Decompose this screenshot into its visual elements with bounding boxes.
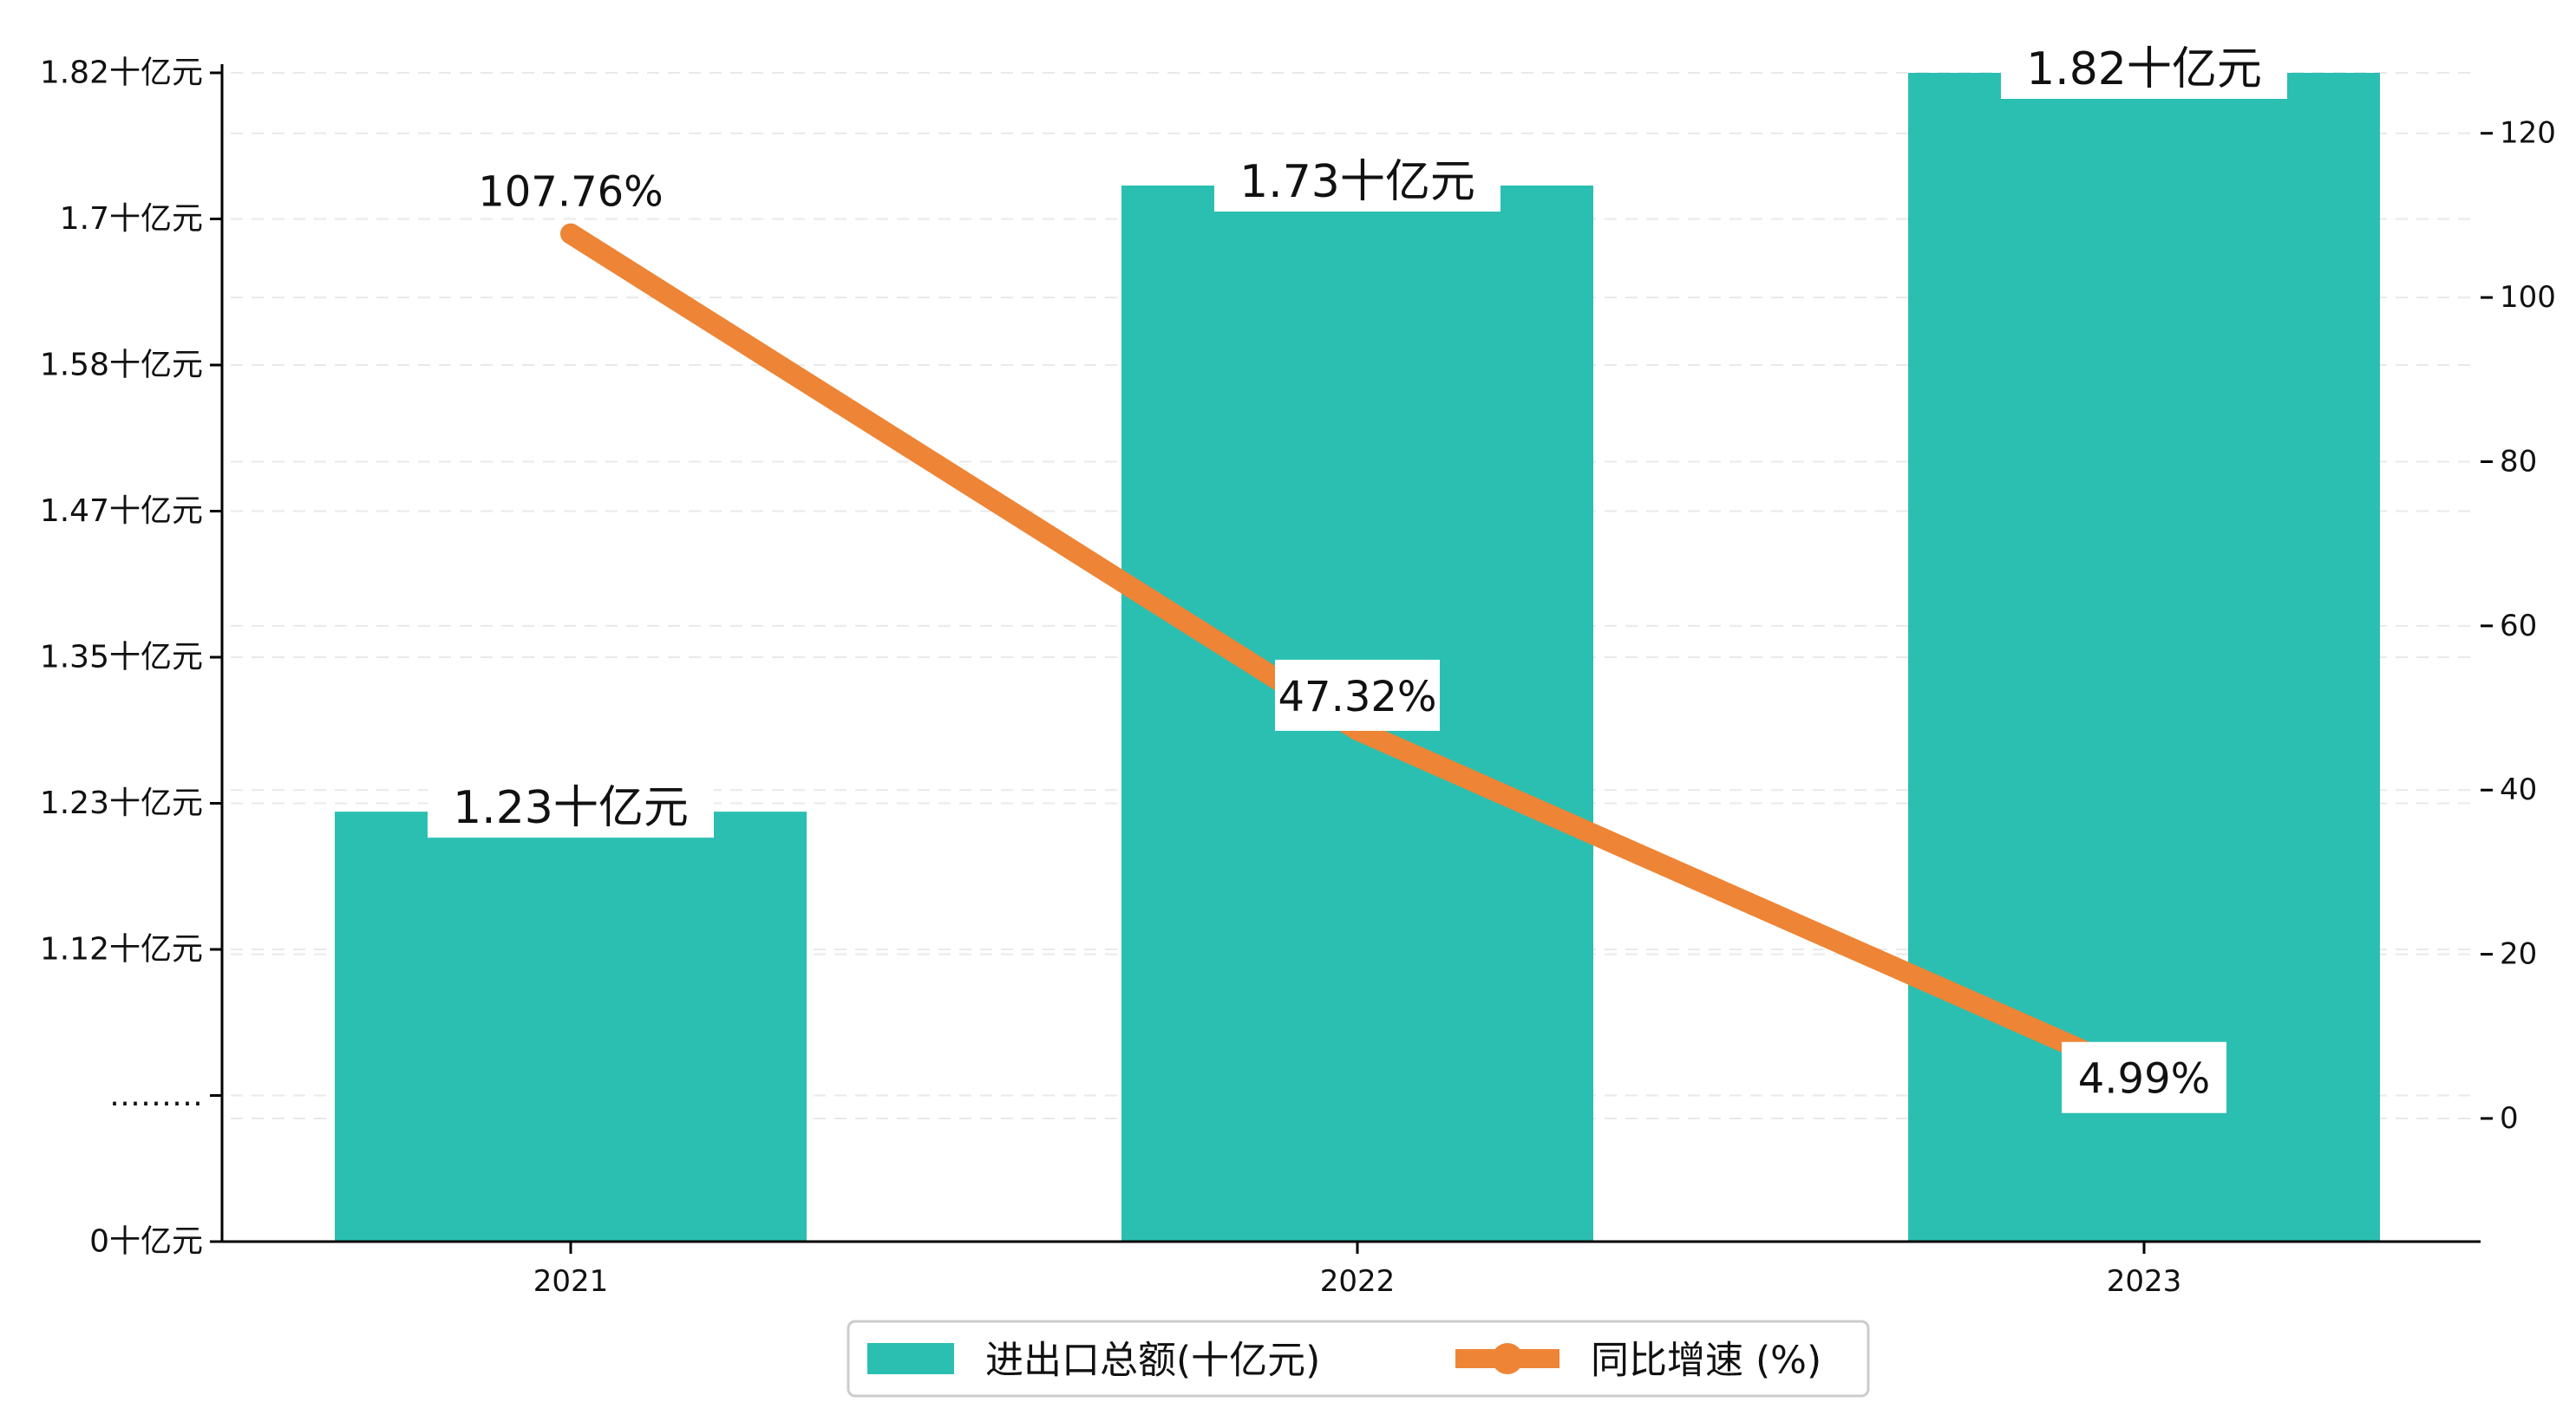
growth-value-label-bg (2062, 1041, 2226, 1113)
legend-box (847, 1320, 1870, 1398)
left-tick-label: 0十亿元 (89, 1224, 203, 1260)
bar-2021 (335, 812, 807, 1242)
right-tick-label: 40 (2500, 773, 2537, 807)
x-tick-label: 2022 (1320, 1264, 1396, 1299)
left-tick-label: 1.58十亿元 (40, 348, 203, 383)
left-tick-label: 1.47十亿元 (40, 493, 203, 529)
left-tick-label: 1.23十亿元 (40, 786, 203, 821)
left-tick-label: 1.82十亿元 (40, 55, 203, 91)
left-tick-label: ……… (109, 1078, 203, 1113)
bar-value-label-bg (428, 775, 714, 838)
growth-point-2021 (560, 223, 581, 245)
right-tick-label: 100 (2500, 280, 2556, 315)
right-tick-label: 80 (2500, 444, 2537, 479)
growth-value-label-bg (1275, 659, 1440, 731)
x-tick-label: 2023 (2107, 1264, 2182, 1299)
growth-value-label: 107.76% (478, 168, 664, 217)
bar-value-label-bg (1214, 148, 1500, 212)
right-tick-label: 20 (2500, 937, 2537, 972)
bar-value-label: 1.23十亿元 (453, 782, 689, 834)
axes: 0十亿元 ……… 1.12十亿元 1.23十亿元 1.35十亿元 1.47十亿元 1.58十… (40, 55, 2556, 1300)
right-tick-label: 60 (2500, 609, 2537, 643)
left-tick-label: 1.7十亿元 (60, 201, 203, 237)
left-tick-label: 1.35十亿元 (40, 640, 203, 675)
right-tick-label: 0 (2500, 1101, 2519, 1136)
bar-value-label: 1.73十亿元 (1239, 156, 1475, 208)
legend: 进出口总额(十亿元) 同比增速 (%) (847, 1320, 1870, 1398)
legend-line-label: 同比增速 (%) (1591, 1339, 1821, 1383)
left-tick-label: 1.12十亿元 (40, 932, 203, 968)
growth-value-label: 4.99% (2078, 1055, 2210, 1104)
bar-value-label: 1.82十亿元 (2026, 43, 2262, 95)
legend-bar-swatch (867, 1343, 954, 1374)
legend-line-marker (1492, 1343, 1523, 1374)
growth-value-label: 47.32% (1278, 673, 1436, 721)
x-tick-label: 2021 (533, 1264, 609, 1299)
right-tick-label: 120 (2500, 116, 2556, 151)
data-labels: 1.23十亿元 1.73十亿元 1.82十亿元 107.76% 47.32% 4.99% (428, 36, 2287, 1113)
bar-value-label-bg (2001, 36, 2287, 99)
legend-bar-label: 进出口总额(十亿元) (985, 1339, 1320, 1383)
